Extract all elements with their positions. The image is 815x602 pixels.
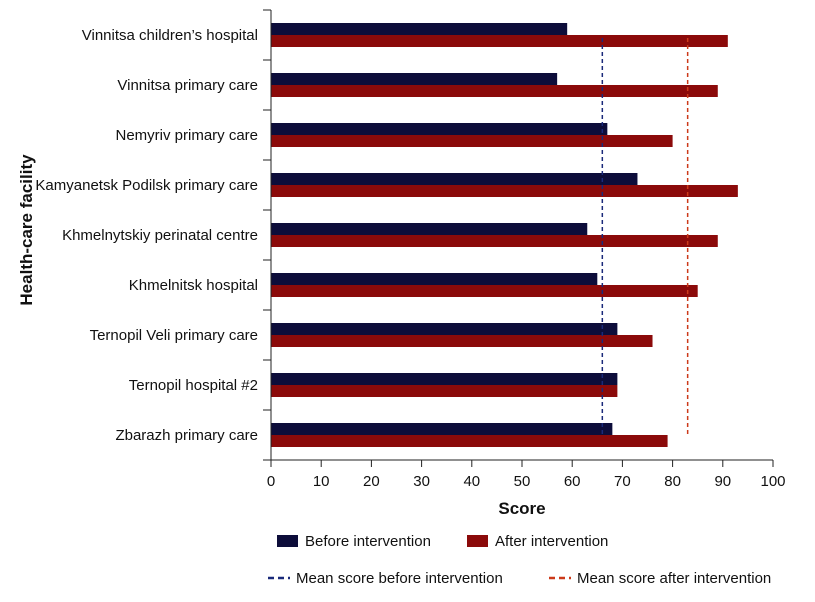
x-tick-label-50: 50	[514, 473, 531, 490]
category-label-ternopil-veli-primary-care: Ternopil Veli primary care	[90, 327, 258, 344]
bar-after-intervention-kamyanetsk-podilsk-primary-care[interactable]	[271, 185, 738, 197]
bar-after-intervention-khmelnytskiy-perinatal-centre[interactable]	[271, 235, 718, 247]
legend-label-after-intervention: After intervention	[495, 533, 608, 550]
x-tick-label-90: 90	[714, 473, 731, 490]
legend-label-before-intervention: Before intervention	[305, 533, 431, 550]
bar-before-intervention-ternopil-hospital-2[interactable]	[271, 373, 618, 385]
bar-before-intervention-zbarazh-primary-care[interactable]	[271, 423, 613, 435]
legend-swatch-after-intervention	[467, 535, 488, 547]
bar-before-intervention-ternopil-veli-primary-care[interactable]	[271, 323, 618, 335]
bar-before-intervention-vinnitsa-children-s-hospital[interactable]	[271, 23, 568, 35]
x-tick-label-20: 20	[363, 473, 380, 490]
bar-after-intervention-ternopil-veli-primary-care[interactable]	[271, 335, 653, 347]
x-tick-label-40: 40	[463, 473, 480, 490]
category-label-ternopil-hospital-2: Ternopil hospital #2	[129, 377, 258, 394]
x-tick-label-0: 0	[267, 473, 275, 490]
legend-swatch-before-intervention	[277, 535, 298, 547]
x-tick-label-70: 70	[614, 473, 631, 490]
category-label-vinnitsa-primary-care: Vinnitsa primary care	[117, 77, 258, 94]
x-tick-label-60: 60	[564, 473, 581, 490]
bar-after-intervention-vinnitsa-primary-care[interactable]	[271, 85, 718, 97]
x-axis-title: Score	[498, 499, 545, 518]
reference-lines	[601, 38, 689, 436]
legend-label-mean-score-after-intervention: Mean score after intervention	[577, 570, 771, 587]
category-label-khmelnytskiy-perinatal-centre: Khmelnytskiy perinatal centre	[62, 227, 258, 244]
category-label-vinnitsa-children-s-hospital: Vinnitsa children’s hospital	[82, 27, 258, 44]
category-label-zbarazh-primary-care: Zbarazh primary care	[115, 427, 258, 444]
bar-before-intervention-vinnitsa-primary-care[interactable]	[271, 73, 558, 85]
bar-after-intervention-vinnitsa-children-s-hospital[interactable]	[271, 35, 728, 47]
category-label-khmelnitsk-hospital: Khmelnitsk hospital	[129, 277, 258, 294]
bar-before-intervention-khmelnitsk-hospital[interactable]	[271, 273, 598, 285]
x-tick-label-100: 100	[760, 473, 785, 490]
x-tick-label-10: 10	[313, 473, 330, 490]
category-label-nemyriv-primary-care: Nemyriv primary care	[115, 127, 258, 144]
y-axis-title: Health-care facility	[17, 154, 36, 306]
legend: Before intervention After intervention Mea…	[268, 533, 771, 587]
bar-before-intervention-kamyanetsk-podilsk-primary-care[interactable]	[271, 173, 638, 185]
bar-after-intervention-zbarazh-primary-care[interactable]	[271, 435, 668, 447]
bar-after-intervention-ternopil-hospital-2[interactable]	[271, 385, 618, 397]
bar-after-intervention-nemyriv-primary-care[interactable]	[271, 135, 673, 147]
legend-label-mean-score-before-intervention: Mean score before intervention	[296, 570, 503, 587]
bar-after-intervention-khmelnitsk-hospital[interactable]	[271, 285, 698, 297]
x-tick-label-30: 30	[413, 473, 430, 490]
axes: Vinnitsa children’s hospital Vinnitsa pri…	[17, 9, 786, 518]
bar-before-intervention-nemyriv-primary-care[interactable]	[271, 123, 608, 135]
bars	[271, 23, 738, 447]
bar-before-intervention-khmelnytskiy-perinatal-centre[interactable]	[271, 223, 588, 235]
x-tick-label-80: 80	[664, 473, 681, 490]
category-label-kamyanetsk-podilsk-primary-care: Kamyanetsk Podilsk primary care	[35, 177, 258, 194]
